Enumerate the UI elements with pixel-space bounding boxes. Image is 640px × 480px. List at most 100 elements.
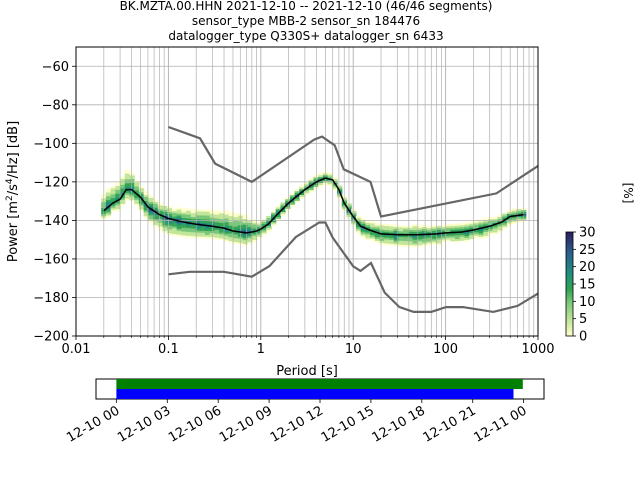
heatmap-cell [473, 230, 480, 233]
heatmap-cell [450, 225, 456, 228]
heatmap-cell [143, 212, 149, 215]
heatmap-cell [421, 234, 428, 237]
heatmap-cell [124, 185, 131, 188]
heatmap-cell [421, 240, 428, 243]
heatmap-cell [440, 236, 447, 239]
heatmap-cell [195, 217, 201, 220]
heatmap-cell [167, 233, 173, 236]
heatmap-cell [242, 224, 249, 227]
heatmap-cell [247, 218, 253, 221]
heatmap-cell [200, 224, 206, 227]
heatmap-cell [195, 228, 201, 231]
heatmap-cell [365, 224, 371, 227]
heatmap-cell [417, 231, 423, 234]
heatmap-cell [247, 220, 253, 223]
heatmap-cell [337, 185, 343, 188]
heatmap-cell [511, 219, 517, 222]
heatmap-cell [403, 240, 409, 244]
heatmap-cell [115, 181, 121, 185]
heatmap-cell [204, 234, 211, 237]
heatmap-cell [502, 215, 508, 218]
heatmap-cell [294, 196, 300, 199]
heatmap-cell [379, 229, 385, 232]
heatmap-cell [138, 209, 145, 212]
heatmap-cell [214, 229, 220, 232]
heatmap-cell [266, 225, 272, 228]
heatmap-cell [214, 227, 220, 230]
heatmap-cell [473, 226, 480, 229]
heatmap-cell [105, 190, 112, 193]
timeline-tick-label: 12-10 03 [115, 403, 173, 445]
heatmap-cell [403, 235, 409, 238]
heatmap-cell [219, 224, 225, 227]
x-tick-label: 1 [257, 342, 265, 357]
heatmap-cell [412, 231, 418, 234]
heatmap-cell [464, 239, 470, 242]
heatmap-cell [289, 193, 296, 196]
heatmap-cell [403, 229, 409, 232]
heatmap-cell [388, 239, 395, 242]
heatmap-cell [440, 224, 447, 227]
heatmap-cell [143, 210, 149, 213]
heatmap-cell [233, 218, 239, 221]
heatmap-cell [355, 225, 362, 228]
heatmap-cell [171, 210, 178, 213]
heatmap-cell [506, 213, 513, 216]
heatmap-cell [124, 196, 131, 199]
heatmap-cell [469, 225, 475, 228]
heatmap-cell [431, 224, 437, 228]
heatmap-cell [351, 212, 357, 215]
heatmap-cell [412, 241, 418, 244]
heatmap-cell [129, 184, 135, 187]
heatmap-cell [120, 178, 126, 181]
heatmap-cell [459, 223, 466, 226]
heatmap-cell [403, 239, 409, 242]
heatmap-cell [233, 236, 239, 239]
heatmap-cell [450, 239, 456, 242]
y-tick-label: −60 [42, 60, 69, 75]
heatmap-cell [469, 237, 475, 240]
heatmap-cell [454, 223, 461, 226]
heatmap-cell [285, 197, 291, 200]
heatmap-cell [223, 225, 230, 229]
heatmap-cell [403, 227, 409, 230]
x-axis-ticks: 0.01 0.1 1 10 100 1000 [62, 336, 555, 357]
heatmap-cell [190, 232, 197, 235]
heatmap-cell [270, 214, 277, 217]
heatmap-cell [247, 224, 253, 227]
heatmap-cell [393, 238, 399, 241]
heatmap-cell [223, 218, 230, 221]
heatmap-cell [445, 235, 451, 238]
heatmap-cell [190, 220, 197, 223]
heatmap-cell [252, 239, 258, 242]
heatmap-cell [445, 239, 451, 242]
heatmap-cell [181, 215, 187, 219]
heatmap-cell [445, 227, 451, 231]
heatmap-cell [157, 222, 164, 225]
heatmap-cell [516, 209, 522, 212]
heatmap-cell [459, 227, 466, 230]
heatmap-cell [275, 205, 282, 208]
heatmap-cell [275, 207, 282, 210]
heatmap-cell [407, 235, 414, 238]
heatmap-cell [110, 188, 116, 191]
heatmap-cell [105, 199, 112, 203]
heatmap-cell [403, 231, 409, 234]
heatmap-cell [351, 220, 357, 223]
heatmap-cell [266, 223, 272, 226]
heatmap-cell [124, 169, 131, 172]
heatmap-cell [304, 181, 310, 184]
heatmap-cell [214, 231, 220, 234]
heatmap-cell [190, 209, 197, 212]
heatmap-cell [270, 212, 277, 215]
heatmap-cell [374, 233, 381, 236]
heatmap-cell [421, 238, 428, 241]
y-tick-label: −140 [33, 214, 69, 229]
heatmap-cell [223, 214, 230, 217]
heatmap-cell [242, 241, 249, 244]
heatmap-cell [318, 177, 324, 180]
heatmap-cell [454, 235, 461, 238]
heatmap-cell [171, 214, 178, 217]
heatmap-cell [492, 218, 499, 221]
heatmap-cell [195, 230, 201, 233]
